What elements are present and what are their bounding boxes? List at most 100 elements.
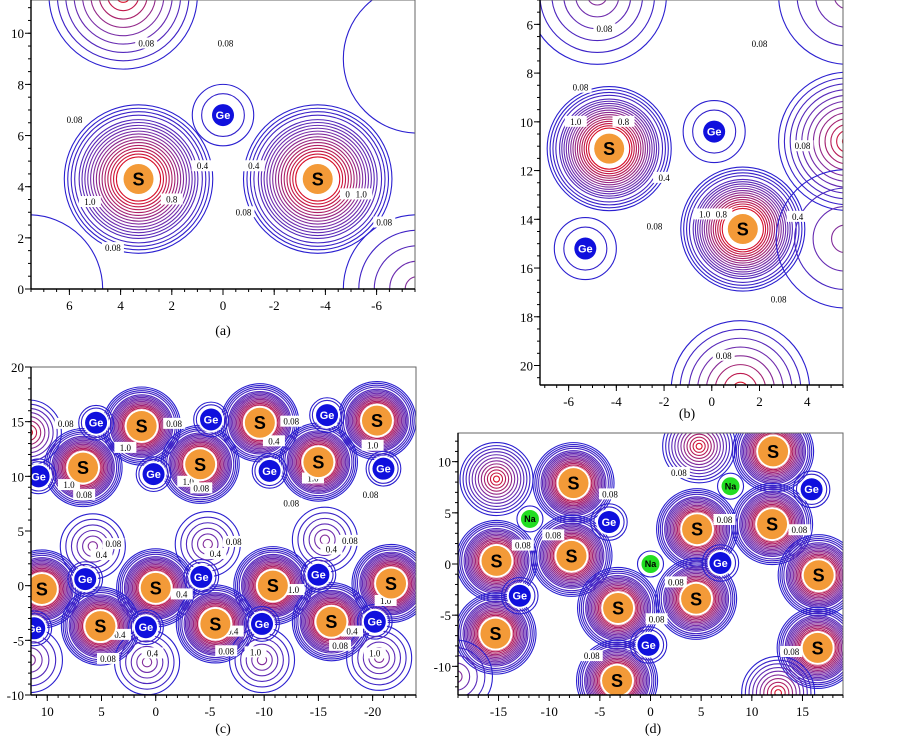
contour-line-edge xyxy=(741,655,816,695)
atom-na: Na xyxy=(639,553,662,575)
s-atom-label: S xyxy=(312,453,324,473)
panel-caption: (c) xyxy=(215,722,231,737)
contour-line xyxy=(290,434,347,490)
contour-line-edge xyxy=(692,439,706,453)
s-atom-marker xyxy=(556,540,587,571)
contour-value-label: 0.08 xyxy=(376,218,392,228)
contour-line-edge xyxy=(695,442,703,450)
contour-line-edge xyxy=(789,83,843,200)
contour-line xyxy=(788,545,843,606)
contour-label-bg xyxy=(242,160,265,172)
y-tick-label: 12 xyxy=(520,164,533,179)
x-tick-label: -10 xyxy=(255,704,272,719)
x-tick-label: -6 xyxy=(371,298,382,313)
contour-line-0.08 xyxy=(246,107,390,251)
contour-line xyxy=(740,492,804,556)
ge-atom-label: Ge xyxy=(707,127,722,139)
contour-line xyxy=(367,559,415,608)
atom-s: S xyxy=(801,558,836,593)
contour-line-ge xyxy=(368,453,399,484)
y-tick-label: 10 xyxy=(438,455,451,470)
contour-line xyxy=(751,433,795,474)
contour-line xyxy=(181,445,219,483)
contour-label-bg xyxy=(73,488,96,500)
contour-line xyxy=(586,650,648,695)
contour-value-label: 1.0 xyxy=(307,474,319,484)
contour-value-label: 0.08 xyxy=(597,24,613,34)
contour-line xyxy=(78,119,199,239)
ge-atom-label: Ge xyxy=(804,484,819,496)
contour-line xyxy=(753,505,791,543)
ge-atom-label: Ge xyxy=(713,558,728,570)
contour-line-ge xyxy=(795,473,828,505)
na-atom-label: Na xyxy=(645,559,657,569)
contour-line xyxy=(596,660,638,695)
contour-line xyxy=(739,491,806,558)
contour-line-ge xyxy=(632,629,665,661)
contour-line xyxy=(671,574,721,624)
contour-line xyxy=(98,139,179,219)
atom-ge: Ge xyxy=(595,509,622,536)
contour-line xyxy=(196,605,234,643)
contour-line-0.08 xyxy=(459,523,534,599)
contour-label-bg xyxy=(598,488,621,500)
contour-value-label: 0.08 xyxy=(218,646,234,656)
contour-line xyxy=(123,407,161,445)
contour-line xyxy=(553,462,594,504)
contour-line-edge xyxy=(671,433,728,475)
contour-label-bg xyxy=(612,115,635,127)
contour-line-edge xyxy=(107,0,139,12)
contour-value-label: 0.4 xyxy=(268,436,280,446)
contour-value-label: 0.4 xyxy=(96,550,108,560)
contour-label-bg xyxy=(645,613,668,625)
contour-line xyxy=(721,207,764,251)
contour-line xyxy=(363,555,416,612)
atom-ge: Ge xyxy=(635,631,662,658)
contour-value-label: 0.4 xyxy=(147,648,159,658)
atom-ge: Ge xyxy=(701,118,728,145)
contour-line-ge xyxy=(692,109,737,154)
contour-line-ge xyxy=(195,404,227,435)
contour-line xyxy=(464,529,529,593)
contour-line xyxy=(551,461,596,505)
contour-line xyxy=(289,432,348,492)
x-tick-label: 10 xyxy=(41,704,54,719)
contour-label-bg xyxy=(593,23,616,35)
contour-label-bg xyxy=(363,647,386,659)
contour-line-edge xyxy=(240,638,284,682)
contour-line xyxy=(274,136,361,222)
contour-label-bg xyxy=(163,417,186,429)
contour-line xyxy=(563,102,655,195)
s-atom-label: S xyxy=(567,474,579,494)
x-tick-label: -6 xyxy=(563,394,574,409)
contour-line xyxy=(694,181,791,277)
contour-value-label: 1.0 xyxy=(63,480,75,490)
contour-line xyxy=(795,552,842,599)
contour-line-0.08 xyxy=(353,545,416,622)
contour-value-label: 0.8 xyxy=(166,194,178,204)
contour-label-bg xyxy=(710,208,733,220)
y-tick-label: -10 xyxy=(434,659,451,674)
contour-line xyxy=(312,603,350,641)
s-atom-label: S xyxy=(209,614,221,634)
x-tick-label: 10 xyxy=(745,704,758,719)
contour-line-0.08 xyxy=(779,536,843,615)
contour-line-0.08 xyxy=(658,561,734,637)
contour-line xyxy=(744,433,802,481)
atom-ge: Ge xyxy=(132,614,159,641)
contour-line xyxy=(195,604,236,644)
contour-line-edge xyxy=(841,137,843,145)
contour-line xyxy=(543,453,604,514)
contour-line-0.08 xyxy=(538,447,609,519)
contour-line-0.08 xyxy=(683,169,803,289)
contour-line-ge xyxy=(244,606,280,642)
contour-line-ge xyxy=(67,561,104,598)
contour-line-edge xyxy=(483,466,510,492)
s-atom-label: S xyxy=(254,413,266,433)
contour-line-0.08 xyxy=(686,172,800,286)
contour-line xyxy=(574,114,644,184)
contour-value-label: 0.08 xyxy=(58,419,74,429)
contour-line-edge xyxy=(744,659,812,695)
contour-value-label: 0.4 xyxy=(346,627,358,637)
contour-line-ge xyxy=(553,216,617,281)
